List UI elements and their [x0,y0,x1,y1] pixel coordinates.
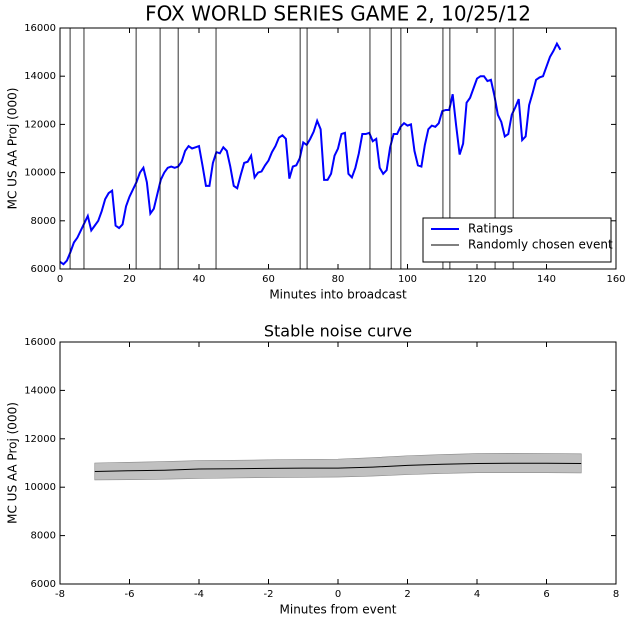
x-tick-label: 0 [335,589,341,600]
chart-title: FOX WORLD SERIES GAME 2, 10/25/12 [145,2,531,26]
x-tick-label: 160 [606,274,625,285]
x-axis-label: Minutes from event [280,603,397,617]
y-tick-label: 10000 [24,168,56,179]
y-tick-label: 14000 [24,385,56,396]
x-tick-label: 100 [398,274,417,285]
y-tick-label: 8000 [31,531,56,542]
x-tick-label: 8 [613,589,619,600]
x-axis-label: Minutes into broadcast [269,288,407,302]
x-tick-label: 80 [332,274,345,285]
legend-box [422,217,612,263]
x-tick-label: -8 [55,589,65,600]
y-tick-label: 16000 [24,23,56,34]
x-tick-label: 60 [262,274,275,285]
x-tick-label: 40 [193,274,206,285]
y-tick-label: 8000 [31,216,56,227]
x-tick-label: 20 [123,274,136,285]
y-axis-label: MC US AA Proj (000) [6,402,20,524]
legend-label: Randomly chosen event [468,238,613,252]
x-tick-label: 120 [467,274,486,285]
line-series [94,462,582,472]
y-tick-label: 14000 [24,71,56,82]
x-tick-label: 0 [57,274,63,285]
y-tick-label: 10000 [24,482,56,493]
chart-title: Stable noise curve [264,322,412,341]
x-tick-label: -4 [194,589,204,600]
y-axis-label: MC US AA Proj (000) [6,88,20,210]
x-tick-label: 6 [543,589,549,600]
y-tick-label: 6000 [31,264,56,275]
noise-band [94,453,582,481]
x-tick-label: -6 [125,589,135,600]
y-tick-label: 16000 [24,337,56,348]
legend-label: Ratings [468,222,513,236]
x-tick-label: -2 [264,589,274,600]
x-tick-label: 4 [474,589,480,600]
line-series [59,41,562,266]
x-tick-label: 2 [404,589,410,600]
y-tick-label: 12000 [24,434,56,445]
x-tick-label: 140 [537,274,556,285]
y-tick-label: 6000 [31,579,56,590]
y-tick-label: 12000 [24,119,56,130]
